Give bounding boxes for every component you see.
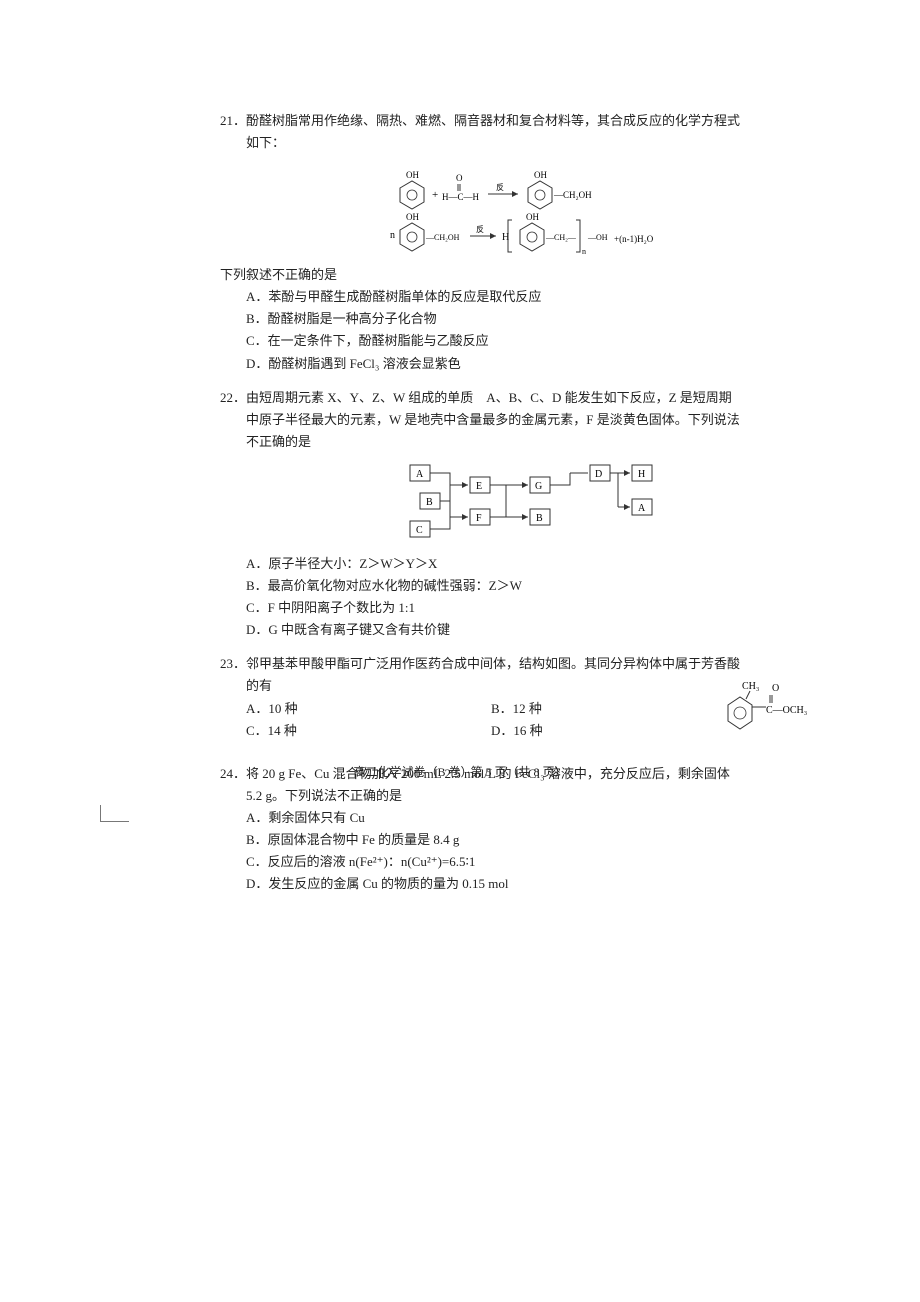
- svg-text:G: G: [535, 481, 542, 492]
- corner-mark: [100, 805, 129, 822]
- q21-opt-c: C．在一定条件下，酚醛树脂能与乙酸反应: [246, 330, 820, 352]
- svg-text:C: C: [416, 525, 423, 536]
- q22-opt-a: A．原子半径大小：Z＞W＞Y＞X: [246, 553, 820, 575]
- q24-opt-d: D．发生反应的金属 Cu 的物质的量为 0.15 mol: [246, 873, 820, 895]
- q24-options: A．剩余固体只有 Cu B．原固体混合物中 Fe 的质量是 8.4 g C．反应…: [220, 807, 820, 895]
- q23-opt-a: A．10 种: [246, 698, 465, 720]
- q24-opt-b: B．原固体混合物中 Fe 的质量是 8.4 g: [246, 829, 820, 851]
- svg-text:n: n: [390, 230, 395, 241]
- svg-text:n: n: [582, 247, 586, 256]
- q21-stem-2: 如下：: [246, 132, 820, 154]
- svg-text:B: B: [536, 513, 543, 524]
- question-21: 21． 酚醛树脂常用作绝缘、隔热、难燃、隔音器材和复合材料等，其合成反应的化学方…: [220, 110, 820, 375]
- q21-opt-a: A．苯酚与甲醛生成酚醛树脂单体的反应是取代反应: [246, 286, 820, 308]
- question-24: 24． 将 20 g Fe、Cu 混合物加入 200 mL 2.5 mol/L …: [220, 763, 820, 896]
- page-footer: 高二化学试卷（B 卷）·第 5 页（共 8 页）: [0, 762, 920, 782]
- q24-stem-2: 5.2 g。下列说法不正确的是: [246, 785, 820, 807]
- svg-text:E: E: [476, 481, 482, 492]
- svg-text:反: 反: [476, 224, 484, 234]
- svg-text:+(n-1)H₂O: +(n-1)H₂O: [614, 234, 654, 244]
- svg-text:+: +: [432, 189, 438, 201]
- q22-opt-b: B．最高价氧化物对应水化物的碱性强弱：Z＞W: [246, 575, 820, 597]
- q23-number: 23．: [220, 653, 246, 675]
- svg-text:H—C—H: H—C—H: [442, 192, 480, 202]
- svg-text:C—OCH₃: C—OCH₃: [766, 705, 807, 716]
- question-22: 22． 由短周期元素 X、Y、Z、W 组成的单质 A、B、C、D 能发生如下反应…: [220, 387, 820, 642]
- q21-number: 21．: [220, 110, 246, 132]
- q21-stem: 酚醛树脂常用作绝缘、隔热、难燃、隔音器材和复合材料等，其合成反应的化学方程式: [246, 110, 820, 132]
- svg-text:B: B: [426, 497, 433, 508]
- q21-opt-b: B．酚醛树脂是一种高分子化合物: [246, 308, 820, 330]
- svg-text:H: H: [638, 469, 645, 480]
- svg-text:—CH₂OH: —CH₂OH: [425, 233, 460, 242]
- q24-opt-c: C．反应后的溶液 n(Fe²⁺)：n(Cu²⁺)=6.5∶1: [246, 851, 820, 873]
- svg-text:OH: OH: [406, 170, 419, 180]
- q22-flow-diagram: .bx{fill:#fff;stroke:#333;stroke-width:1…: [240, 457, 820, 547]
- q22-stem-2: 中原子半径最大的元素，W 是地壳中含量最多的金属元素，F 是淡黄色固体。下列说法: [246, 409, 820, 431]
- q21-reaction-diagram: OH + O H—C—H 反 OH —: [240, 158, 820, 258]
- svg-text:D: D: [595, 469, 602, 480]
- q21-options: A．苯酚与甲醛生成酚醛树脂单体的反应是取代反应 B．酚醛树脂是一种高分子化合物 …: [220, 286, 820, 374]
- q22-options: A．原子半径大小：Z＞W＞Y＞X B．最高价氧化物对应水化物的碱性强弱：Z＞W …: [220, 553, 820, 641]
- q23-opt-c: C．14 种: [246, 720, 465, 742]
- svg-text:OH: OH: [534, 170, 547, 180]
- q24-opt-a: A．剩余固体只有 Cu: [246, 807, 820, 829]
- q22-opt-c: C．F 中阴阳离子个数比为 1:1: [246, 597, 820, 619]
- svg-text:—CH₂—: —CH₂—: [545, 233, 577, 242]
- svg-text:—OH: —OH: [587, 233, 608, 242]
- q23-structure: CH₃ O C—OCH₃: [710, 675, 820, 750]
- q21-sub: 下列叙述不正确的是: [220, 264, 820, 286]
- svg-text:OH: OH: [406, 212, 419, 222]
- svg-text:A: A: [638, 503, 646, 514]
- svg-text:反: 反: [496, 182, 504, 192]
- q23-stem-2: 的有: [246, 675, 710, 697]
- q21-opt-d: D．酚醛树脂遇到 FeCl₃ 溶液会显紫色: [246, 353, 820, 375]
- q23-options: A．10 种 B．12 种 C．14 种 D．16 种: [220, 698, 710, 742]
- svg-text:O: O: [456, 173, 463, 183]
- q23-opt-b: B．12 种: [491, 698, 710, 720]
- q23-opt-d: D．16 种: [491, 720, 710, 742]
- q22-number: 22．: [220, 387, 246, 409]
- svg-text:CH₃: CH₃: [742, 681, 759, 692]
- exam-page: 21． 酚醛树脂常用作绝缘、隔热、难燃、隔音器材和复合材料等，其合成反应的化学方…: [0, 0, 920, 1302]
- q22-stem-3: 不正确的是: [246, 431, 820, 453]
- svg-text:A: A: [416, 469, 424, 480]
- q23-stem-1: 邻甲基苯甲酸甲酯可广泛用作医药合成中间体，结构如图。其同分异构体中属于芳香酸: [246, 653, 820, 675]
- question-23: 23． 邻甲基苯甲酸甲酯可广泛用作医药合成中间体，结构如图。其同分异构体中属于芳…: [220, 653, 820, 750]
- q22-stem-1: 由短周期元素 X、Y、Z、W 组成的单质 A、B、C、D 能发生如下反应，Z 是…: [246, 387, 820, 409]
- q22-opt-d: D．G 中既含有离子键又含有共价键: [246, 619, 820, 641]
- svg-text:OH: OH: [526, 212, 539, 222]
- svg-text:—CH₂OH: —CH₂OH: [553, 190, 592, 200]
- svg-text:F: F: [476, 513, 482, 524]
- svg-text:O: O: [772, 683, 779, 694]
